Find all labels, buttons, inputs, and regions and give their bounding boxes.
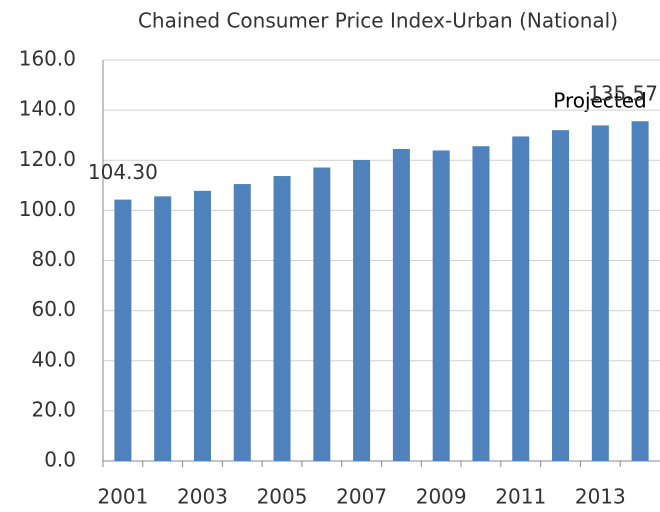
chart-title: Chained Consumer Price Index-Urban (Nati… [138, 9, 618, 33]
value-label: 104.30 [88, 160, 158, 184]
bar [273, 176, 291, 461]
annotation: Projected [553, 89, 646, 113]
x-tick-label: 2011 [495, 485, 546, 509]
x-tick-label: 2005 [257, 485, 308, 509]
bar [432, 150, 450, 461]
value-label: 135.57 [588, 82, 658, 106]
bar [512, 136, 530, 462]
x-tick-label: 2013 [575, 485, 626, 509]
y-tick-label: 80.0 [31, 247, 76, 271]
bar [114, 199, 132, 461]
y-tick-label: 40.0 [31, 347, 76, 371]
bar [353, 159, 371, 461]
x-tick-label: 2009 [416, 485, 467, 509]
x-tick-label: 2003 [177, 485, 228, 509]
y-tick-label: 140.0 [19, 97, 76, 121]
bar [472, 146, 490, 461]
bar [313, 167, 331, 461]
y-tick-label: 20.0 [31, 397, 76, 421]
bar [631, 121, 649, 461]
bar [392, 148, 410, 462]
bar [233, 184, 251, 461]
bar [591, 125, 609, 462]
bar [552, 130, 570, 462]
x-tick-label: 2001 [97, 485, 148, 509]
y-tick-label: 60.0 [31, 297, 76, 321]
y-tick-label: 100.0 [19, 197, 76, 221]
y-tick-label: 120.0 [19, 147, 76, 171]
y-tick-label: 160.0 [19, 47, 76, 71]
bar [154, 196, 172, 461]
x-tick-label: 2007 [336, 485, 387, 509]
bar [193, 190, 211, 462]
y-tick-label: 0.0 [44, 448, 76, 472]
